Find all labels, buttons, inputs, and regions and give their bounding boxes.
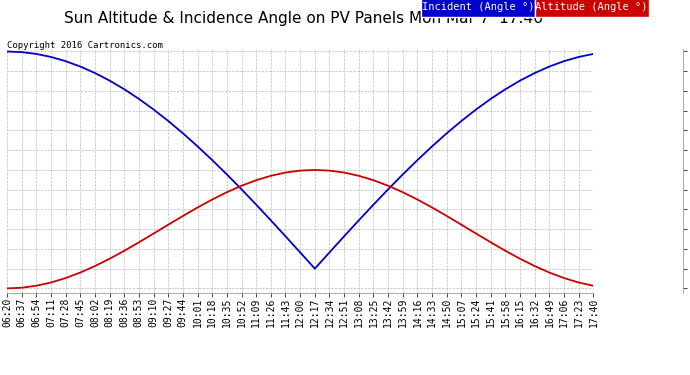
Text: Copyright 2016 Cartronics.com: Copyright 2016 Cartronics.com [7, 41, 163, 50]
Text: Altitude (Angle °): Altitude (Angle °) [535, 2, 648, 12]
Text: Sun Altitude & Incidence Angle on PV Panels Mon Mar 7  17:46: Sun Altitude & Incidence Angle on PV Pan… [64, 11, 543, 26]
Text: Incident (Angle °): Incident (Angle °) [422, 2, 534, 12]
